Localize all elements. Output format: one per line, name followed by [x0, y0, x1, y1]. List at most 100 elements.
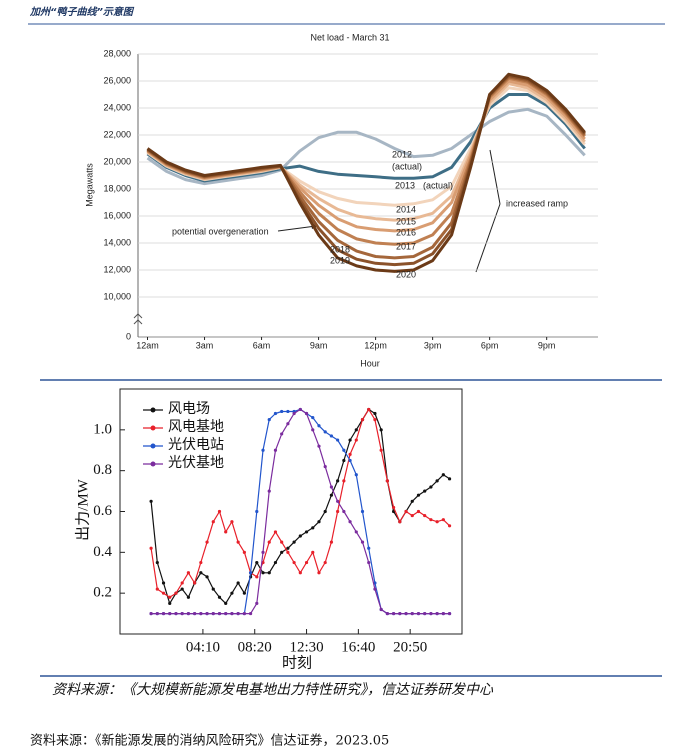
data-point [255, 601, 259, 605]
data-point [193, 581, 197, 585]
data-point [292, 540, 296, 544]
data-point [298, 571, 302, 575]
data-point [261, 448, 265, 452]
data-point [410, 611, 414, 616]
data-point [224, 530, 228, 534]
data-point [311, 550, 315, 554]
data-point [329, 434, 334, 438]
annotation: potential overgeneration [172, 226, 269, 236]
data-point [255, 560, 259, 565]
data-point [205, 540, 209, 544]
data-point [180, 581, 184, 585]
data-point [311, 415, 315, 420]
data-point [168, 611, 172, 616]
data-point [447, 524, 452, 528]
data-point [161, 591, 166, 595]
data-point [205, 611, 209, 616]
data-point [354, 473, 358, 477]
data-point [342, 458, 346, 463]
x-tick-label: 12am [136, 340, 159, 350]
y-axis-label: Megawatts [84, 163, 94, 207]
x-tick-label: 08:20 [238, 639, 272, 655]
series-label: 2018 [330, 244, 350, 254]
series-label: 2014 [396, 204, 416, 214]
data-point [373, 587, 377, 591]
data-point [447, 477, 452, 481]
y-tick-label: 1.0 [93, 421, 112, 437]
data-point [441, 473, 445, 477]
x-tick-label: 6am [253, 340, 271, 350]
data-point [230, 591, 234, 595]
y-tick-label: 14,000 [103, 237, 131, 247]
data-point [379, 428, 383, 432]
data-point [336, 509, 340, 514]
data-point [404, 611, 408, 616]
data-point [317, 520, 321, 524]
data-point [385, 479, 389, 483]
y-tick-label: 12,000 [103, 264, 131, 274]
data-point [211, 611, 215, 616]
legend-text: 光伏基地 [168, 454, 224, 471]
data-point [273, 530, 278, 534]
x-tick-label: 9am [310, 340, 328, 350]
data-point [273, 448, 278, 452]
data-point [242, 550, 246, 554]
data-point [323, 509, 327, 514]
data-point [311, 428, 315, 432]
data-point [255, 509, 259, 514]
ramp-brace [489, 149, 501, 205]
data-point [392, 611, 396, 616]
y-tick-label: 10,000 [103, 291, 131, 301]
data-point [416, 493, 421, 497]
data-point [336, 438, 340, 442]
data-point [280, 540, 284, 544]
data-point [199, 611, 203, 616]
data-point [416, 509, 421, 514]
data-point [211, 520, 215, 524]
data-point [286, 422, 290, 426]
data-point [441, 518, 445, 522]
data-point [248, 611, 253, 616]
data-point [323, 464, 327, 469]
data-point [317, 424, 321, 428]
data-point [261, 571, 265, 575]
series-label: 2016 [396, 227, 416, 237]
data-point [423, 489, 427, 493]
caption: 资料来源：《大规模新能源发电基地出力特性研究》，信达证券研发中心 [52, 682, 494, 698]
data-point [174, 591, 178, 595]
data-point [342, 448, 346, 452]
data-point [336, 499, 340, 503]
annotation: (actual) [392, 161, 422, 171]
chart: 时刻 出力/MW 0.2 0.4 0.6 0.8 1.0 04:10 08:20 12:30 16:… [74, 388, 463, 671]
data-point [280, 432, 284, 436]
series-label: 2013 [395, 180, 415, 190]
data-point [199, 560, 203, 565]
data-point [205, 575, 209, 579]
data-point [236, 540, 240, 544]
data-point [336, 479, 340, 483]
data-point [348, 452, 352, 456]
data-point [149, 499, 153, 503]
data-point [348, 520, 352, 524]
data-point [224, 601, 228, 605]
y-tick-label: 0.8 [93, 462, 112, 478]
header-title: 加州“鸭子曲线”示意图 [29, 6, 135, 18]
data-point [367, 407, 371, 412]
x-tick-label: 6pm [481, 340, 499, 350]
data-point [193, 611, 197, 616]
data-point [317, 444, 321, 448]
data-point [298, 534, 302, 538]
y-tick-label: 22,000 [103, 129, 131, 139]
data-point [354, 428, 358, 432]
series-line [146, 79, 586, 233]
arrow [277, 225, 317, 232]
data-point [161, 581, 166, 585]
data-point [180, 587, 184, 591]
data-point [404, 509, 408, 514]
data-point [329, 540, 334, 544]
data-point [224, 611, 228, 616]
data-point [217, 611, 222, 616]
data-point [441, 611, 445, 616]
data-point [286, 550, 290, 554]
